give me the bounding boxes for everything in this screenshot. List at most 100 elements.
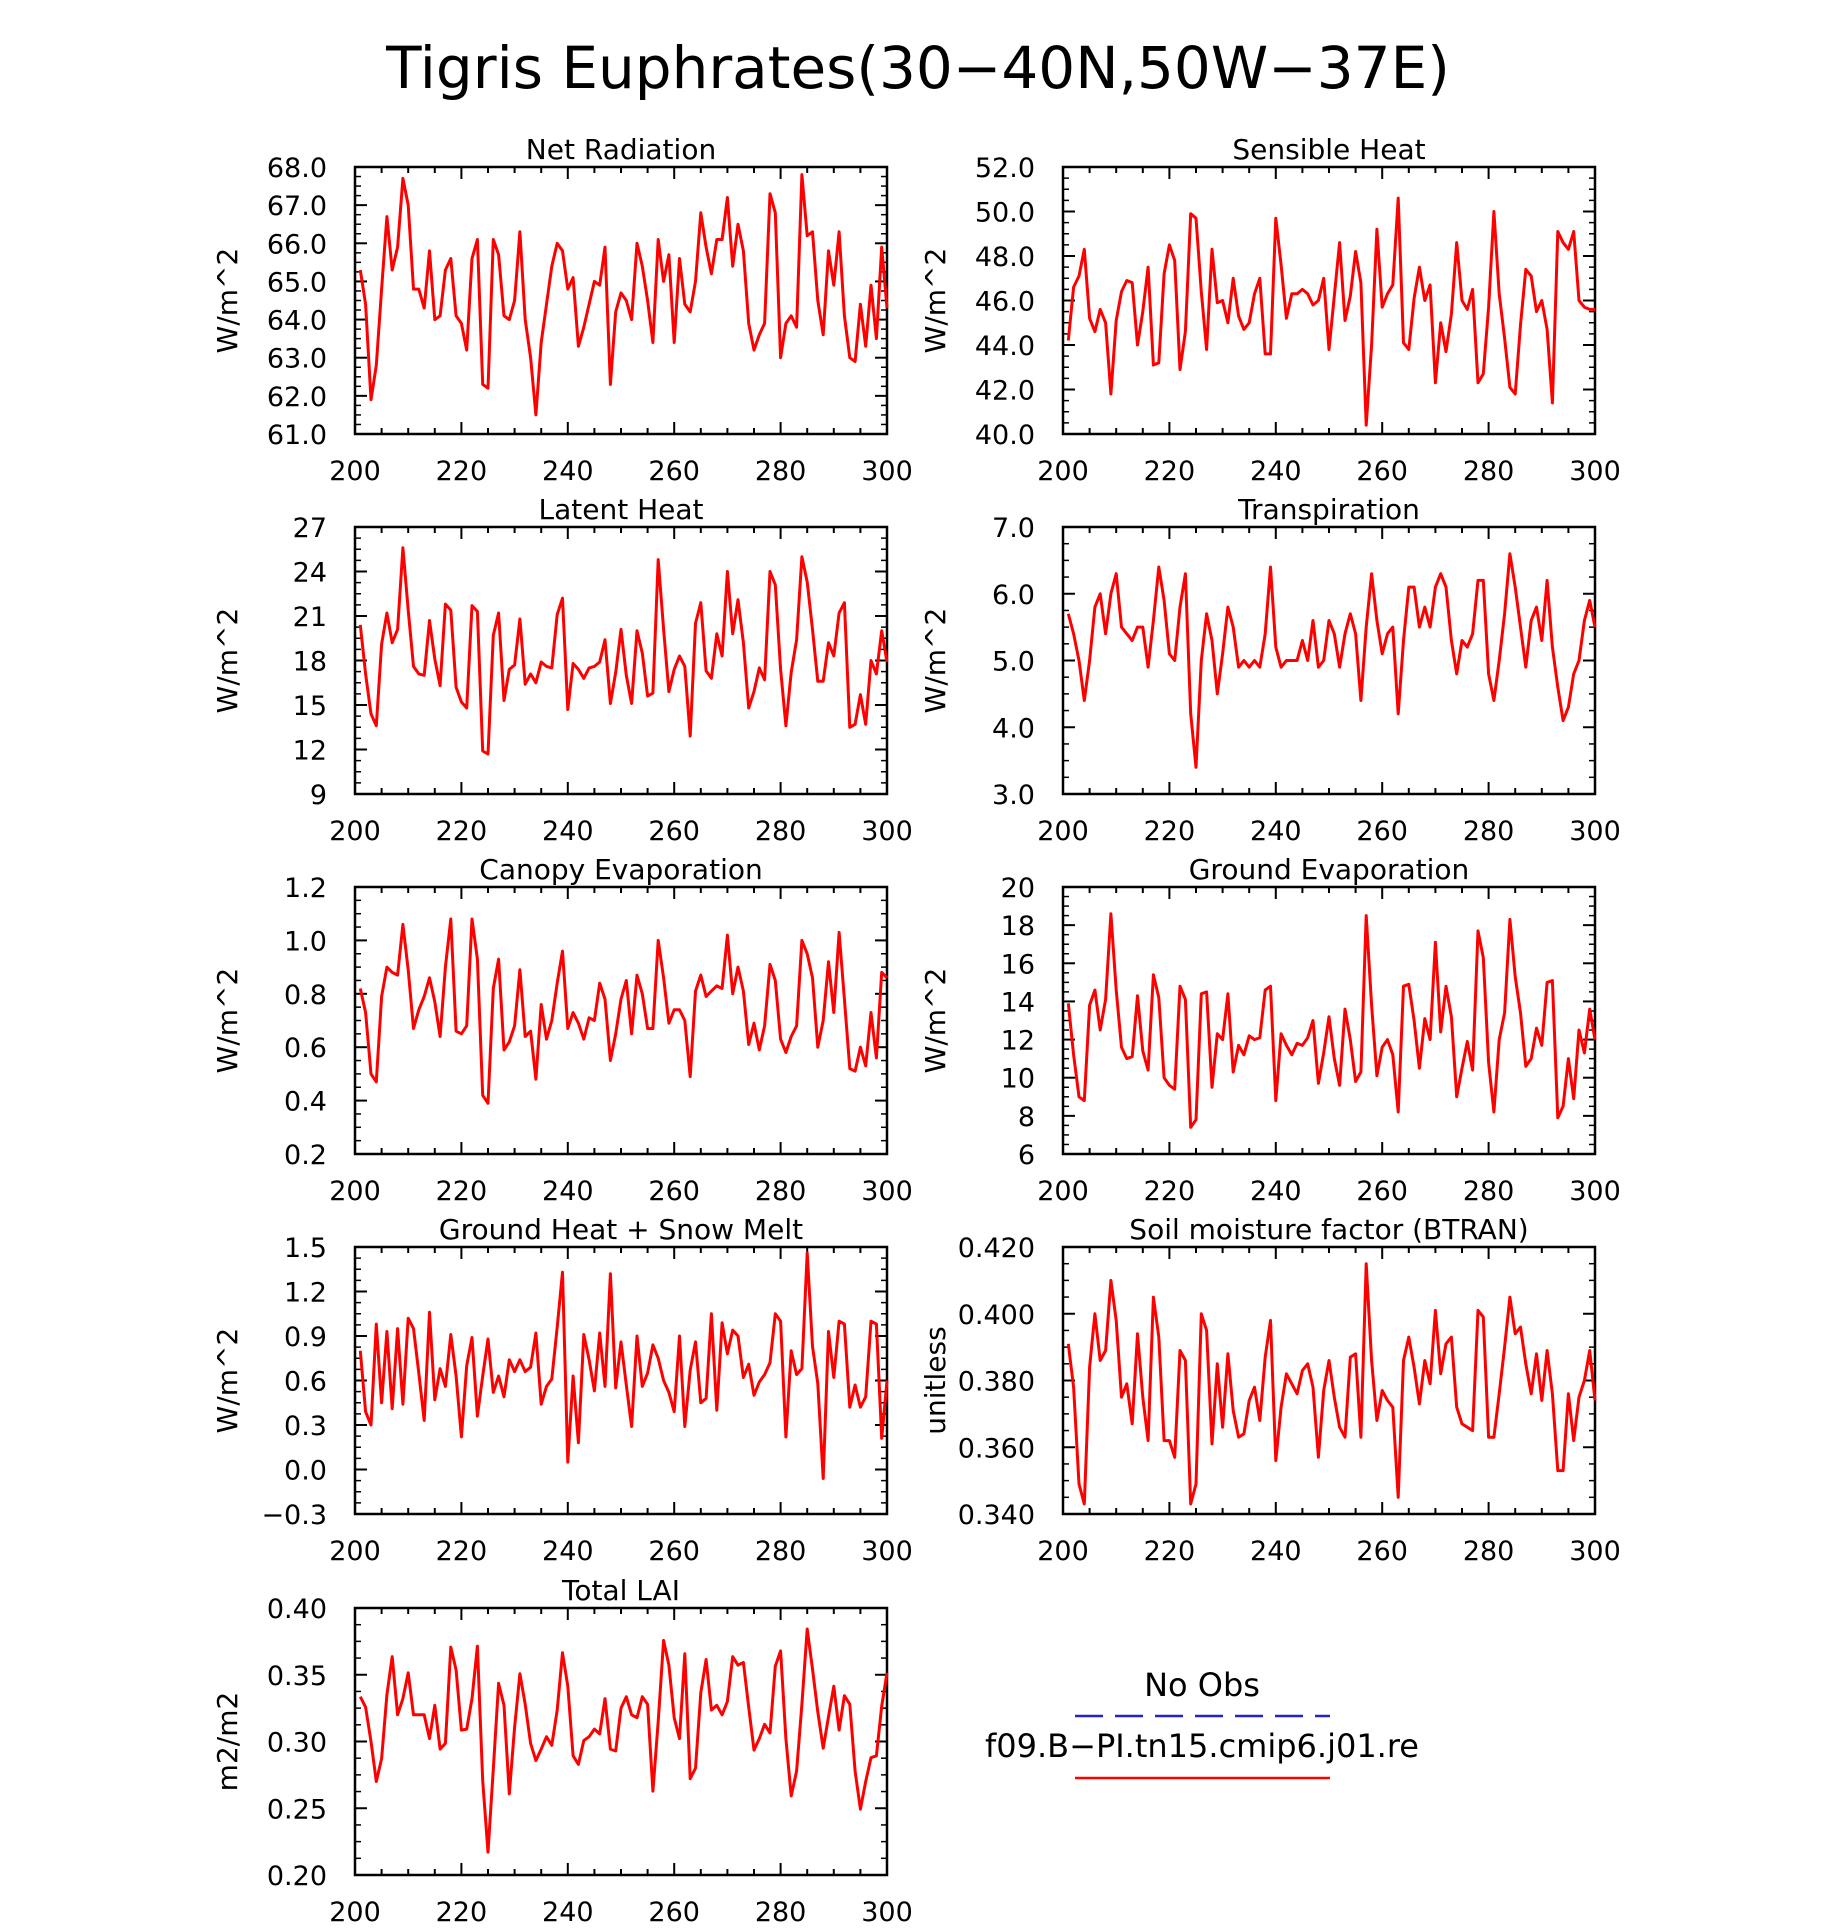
y-axis-label: W/m^2 [211, 968, 244, 1074]
y-tick-label: 0.20 [267, 1861, 327, 1892]
chart-title: Sensible Heat [1232, 133, 1425, 166]
y-tick-label: 0.40 [267, 1594, 327, 1625]
y-tick-label: 0.420 [958, 1233, 1035, 1264]
y-tick-label: 64.0 [267, 306, 327, 337]
y-tick-label: 0.9 [284, 1322, 327, 1353]
y-axis-label: unitless [919, 1326, 952, 1434]
chart-title: Transpiration [1237, 493, 1420, 526]
chart-panel-2: 200 220 240 260 280 300 40.0 42.0 44.0 46.0 48.0 50… [919, 133, 1621, 487]
series-line [1066, 552, 1597, 769]
y-tick-label: 48.0 [975, 242, 1035, 273]
y-tick-label: 46.0 [975, 287, 1035, 318]
y-tick-label: 3.0 [992, 780, 1035, 811]
y-axis-label: W/m^2 [919, 608, 952, 714]
x-tick-label: 280 [755, 1897, 807, 1928]
x-tick-label: 240 [542, 1897, 594, 1928]
y-tick-label: 4.0 [992, 713, 1035, 744]
x-tick-label: 300 [1569, 456, 1621, 487]
legend-obs-label: No Obs [1144, 1666, 1260, 1704]
legend: No Obs f09.B−PI.tn15.cmip6.j01.re [985, 1666, 1419, 1780]
y-tick-label: 0.25 [267, 1794, 327, 1825]
x-tick-label: 220 [1144, 456, 1196, 487]
chart-title: Ground Heat + Snow Melt [439, 1213, 803, 1246]
series-line [1066, 912, 1597, 1129]
y-tick-label: 8 [1018, 1102, 1035, 1133]
x-tick-label: 200 [329, 1897, 381, 1928]
x-tick-label: 200 [1037, 456, 1089, 487]
y-axis-label: W/m^2 [211, 1328, 244, 1434]
series-line [358, 1627, 889, 1854]
x-tick-label: 280 [1463, 1536, 1515, 1567]
y-tick-label: 14 [1001, 987, 1035, 1018]
x-tick-label: 300 [861, 1176, 913, 1207]
y-tick-label: 0.4 [284, 1087, 327, 1118]
y-tick-label: 0.2 [284, 1140, 327, 1171]
chart-panel-7: 200 220 240 260 280 300 −0.3 0.0 0.3 0.6 0.9 1.2 1.5… [211, 1213, 913, 1567]
x-tick-label: 220 [436, 1897, 488, 1928]
y-tick-label: 9 [310, 780, 327, 811]
series-line [1066, 1262, 1597, 1506]
x-tick-label: 280 [1463, 1176, 1515, 1207]
x-tick-label: 260 [1356, 1536, 1408, 1567]
y-axis-label: W/m^2 [211, 608, 244, 714]
x-tick-label: 240 [542, 1176, 594, 1207]
chart-panel-5: 200 220 240 260 280 300 0.2 0.4 0.6 0.8 1.0 1.2 Cano… [211, 853, 913, 1207]
x-tick-label: 300 [1569, 816, 1621, 847]
y-tick-label: 66.0 [267, 229, 327, 260]
series-line [358, 917, 889, 1105]
y-tick-label: 44.0 [975, 331, 1035, 362]
x-tick-label: 280 [755, 1536, 807, 1567]
y-tick-label: 0.8 [284, 980, 327, 1011]
x-tick-label: 240 [1250, 1176, 1302, 1207]
y-tick-label: 6 [1018, 1140, 1035, 1171]
y-tick-label: 63.0 [267, 344, 327, 375]
y-tick-label: 0.0 [284, 1456, 327, 1487]
y-tick-label: 52.0 [975, 153, 1035, 184]
y-tick-label: 67.0 [267, 191, 327, 222]
x-tick-label: 240 [542, 456, 594, 487]
y-tick-label: 61.0 [267, 420, 327, 451]
series-line [358, 173, 889, 417]
chart-title: Ground Evaporation [1189, 853, 1470, 886]
x-tick-label: 200 [329, 1536, 381, 1567]
x-tick-label: 280 [755, 816, 807, 847]
chart-title: Net Radiation [526, 133, 716, 166]
chart-panel-6: 200 220 240 260 280 300 6 8 10 12 14 16 18 20 Ground E… [919, 853, 1621, 1207]
y-tick-label: 0.30 [267, 1728, 327, 1759]
figure-title: Tigris Euphrates(30−40N,50W−37E) [385, 34, 1450, 102]
x-tick-label: 300 [861, 816, 913, 847]
y-tick-label: 6.0 [992, 580, 1035, 611]
x-tick-label: 220 [436, 816, 488, 847]
y-tick-label: 0.3 [284, 1411, 327, 1442]
x-tick-label: 200 [329, 1176, 381, 1207]
y-tick-label: 1.5 [284, 1233, 327, 1264]
x-tick-label: 260 [648, 1897, 700, 1928]
x-tick-label: 260 [1356, 456, 1408, 487]
y-tick-label: 15 [293, 691, 327, 722]
x-tick-label: 220 [436, 1176, 488, 1207]
y-tick-label: 0.360 [958, 1433, 1035, 1464]
x-tick-label: 240 [542, 816, 594, 847]
x-tick-label: 260 [648, 1176, 700, 1207]
y-tick-label: 62.0 [267, 382, 327, 413]
series-line [1066, 196, 1595, 427]
chart-panel-8: 200 220 240 260 280 300 0.340 0.360 0.380 0.400 0.… [919, 1213, 1621, 1567]
x-tick-label: 200 [1037, 1536, 1089, 1567]
y-tick-label: 24 [293, 558, 327, 589]
chart-title: Latent Heat [538, 493, 703, 526]
x-tick-label: 200 [329, 456, 381, 487]
y-tick-label: 12 [293, 736, 327, 767]
x-tick-label: 280 [755, 456, 807, 487]
x-tick-label: 280 [1463, 816, 1515, 847]
x-tick-label: 300 [1569, 1176, 1621, 1207]
x-tick-label: 240 [1250, 816, 1302, 847]
y-tick-label: 1.0 [284, 926, 327, 957]
y-tick-label: 50.0 [975, 198, 1035, 229]
y-tick-label: 18 [293, 647, 327, 678]
chart-panel-4: 200 220 240 260 280 300 3.0 4.0 5.0 6.0 7.0 Transpi… [919, 493, 1621, 847]
x-tick-label: 300 [1569, 1536, 1621, 1567]
x-tick-label: 260 [648, 1536, 700, 1567]
y-tick-label: 1.2 [284, 873, 327, 904]
x-tick-label: 200 [1037, 1176, 1089, 1207]
